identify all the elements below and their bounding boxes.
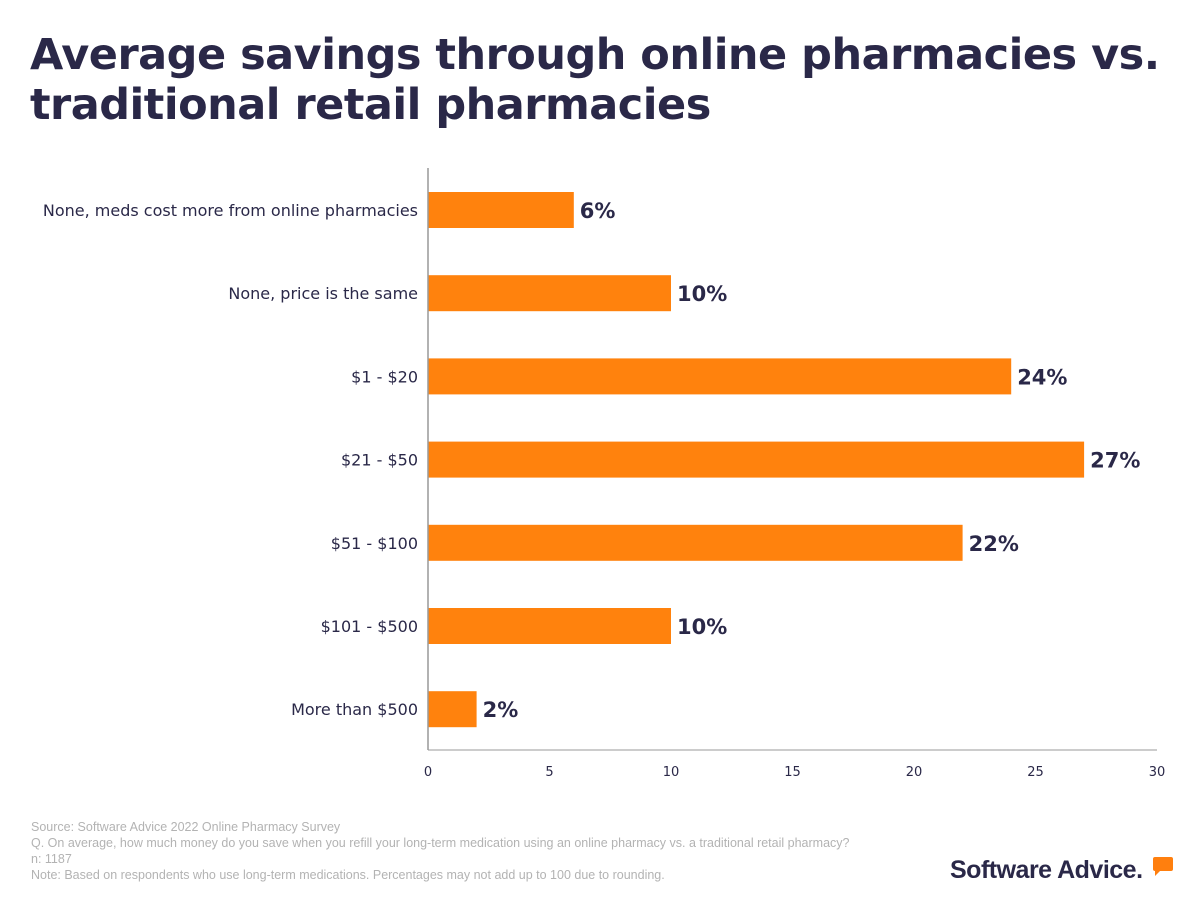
bar — [428, 691, 477, 728]
data-label: 27% — [1090, 449, 1140, 473]
x-tick-label: 25 — [1027, 765, 1044, 780]
data-label: 10% — [677, 282, 727, 306]
data-label: 2% — [483, 698, 519, 722]
question-note: Q. On average, how much money do you sav… — [31, 836, 850, 850]
x-tick-label: 5 — [545, 765, 553, 780]
x-tick-label: 20 — [906, 765, 923, 780]
x-tick-label: 15 — [784, 765, 801, 780]
bar — [428, 608, 671, 644]
bar — [428, 441, 1085, 478]
category-label: More than $500 — [291, 700, 418, 719]
x-tick-label: 30 — [1149, 765, 1166, 780]
bar-chart: None, meds cost more from online pharmac… — [43, 168, 1166, 780]
sample-size: n: 1187 — [31, 852, 72, 866]
source-note: Source: Software Advice 2022 Online Phar… — [31, 820, 341, 834]
data-label: 24% — [1017, 365, 1067, 389]
bar — [428, 358, 1012, 395]
x-tick-label: 10 — [663, 765, 680, 780]
rounding-note: Note: Based on respondents who use long-… — [31, 868, 665, 882]
footer-notes: Source: Software Advice 2022 Online Phar… — [31, 819, 861, 883]
software-advice-logo: Software Advice. — [950, 856, 1143, 884]
chart-title: Average savings through online pharmacie… — [30, 30, 1160, 130]
category-label: None, meds cost more from online pharmac… — [43, 201, 418, 220]
bar — [428, 524, 963, 561]
data-label: 10% — [677, 615, 727, 639]
x-tick-label: 0 — [424, 765, 432, 780]
data-label: 22% — [969, 532, 1019, 556]
category-label: $1 - $20 — [351, 367, 418, 386]
category-label: $101 - $500 — [321, 617, 418, 636]
speech-bubble-icon — [1153, 857, 1173, 876]
bar — [428, 275, 671, 312]
data-label: 6% — [580, 199, 616, 223]
bar — [428, 192, 574, 228]
category-label: None, price is the same — [228, 284, 418, 303]
category-label: $51 - $100 — [331, 534, 418, 553]
category-label: $21 - $50 — [341, 451, 418, 470]
